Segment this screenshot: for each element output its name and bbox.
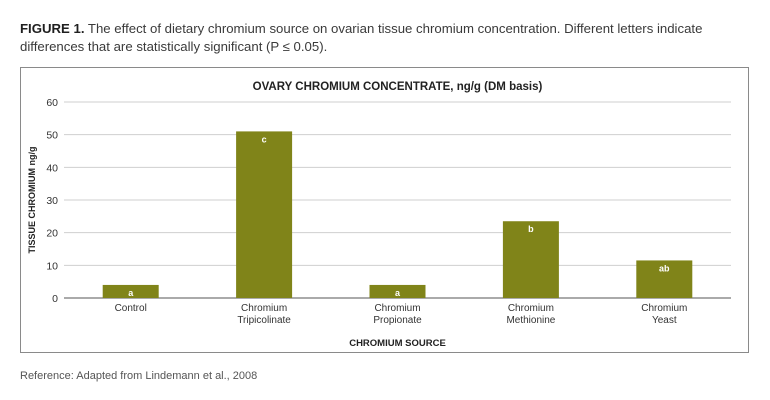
bar-data-label: ab — [659, 263, 670, 273]
x-tick-label: Methionine — [506, 315, 555, 326]
bar-data-label: a — [395, 288, 401, 298]
x-axis-label: CHROMIUM SOURCE — [349, 338, 446, 349]
x-tick-label: Chromium — [508, 303, 554, 314]
bar-data-label: c — [262, 134, 267, 144]
chart-title: OVARY CHROMIUM CONCENTRATE, ng/g (DM bas… — [253, 81, 543, 93]
x-tick-label: Chromium — [241, 303, 287, 314]
reference-note: Reference: Adapted from Lindemann et al.… — [20, 370, 258, 382]
y-tick-label: 60 — [46, 97, 58, 109]
chart-frame: OVARY CHROMIUM CONCENTRATE, ng/g (DM bas… — [20, 67, 749, 353]
bar-data-label: a — [128, 288, 134, 298]
y-tick-label: 30 — [46, 195, 58, 207]
bar — [236, 131, 293, 298]
bar-chart: OVARY CHROMIUM CONCENTRATE, ng/g (DM bas… — [27, 81, 731, 349]
x-tick-label: Tripicolinate — [237, 315, 291, 326]
x-tick-label: Chromium — [374, 303, 420, 314]
y-tick-label: 10 — [46, 260, 58, 272]
bar — [636, 260, 693, 298]
bar — [102, 284, 159, 298]
x-tick-label: Yeast — [652, 315, 677, 326]
bar — [369, 284, 426, 298]
bar — [502, 221, 559, 298]
figure-label: FIGURE 1. — [20, 21, 85, 36]
y-tick-label: 0 — [52, 293, 58, 305]
x-tick-label: Control — [115, 303, 147, 314]
bar-data-label: b — [528, 224, 534, 234]
x-tick-label: Propionate — [373, 315, 422, 326]
figure-caption-text: The effect of dietary chromium source on… — [20, 21, 703, 54]
y-axis-label: TISSUE CHROMIUM ng/g — [27, 147, 37, 254]
y-tick-label: 40 — [46, 162, 58, 174]
y-tick-label: 20 — [46, 228, 58, 240]
figure-caption: FIGURE 1. The effect of dietary chromium… — [20, 20, 750, 56]
y-tick-label: 50 — [46, 130, 58, 142]
x-tick-label: Chromium — [641, 303, 687, 314]
